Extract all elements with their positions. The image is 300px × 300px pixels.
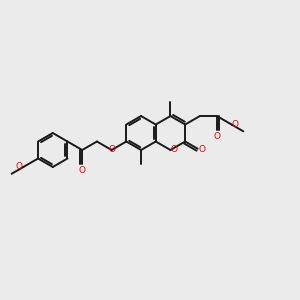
Text: O: O — [171, 146, 178, 154]
Text: O: O — [213, 132, 220, 141]
Text: O: O — [16, 163, 22, 172]
Text: O: O — [79, 166, 86, 175]
Text: O: O — [232, 120, 238, 129]
Text: O: O — [199, 145, 206, 154]
Text: O: O — [108, 146, 115, 154]
